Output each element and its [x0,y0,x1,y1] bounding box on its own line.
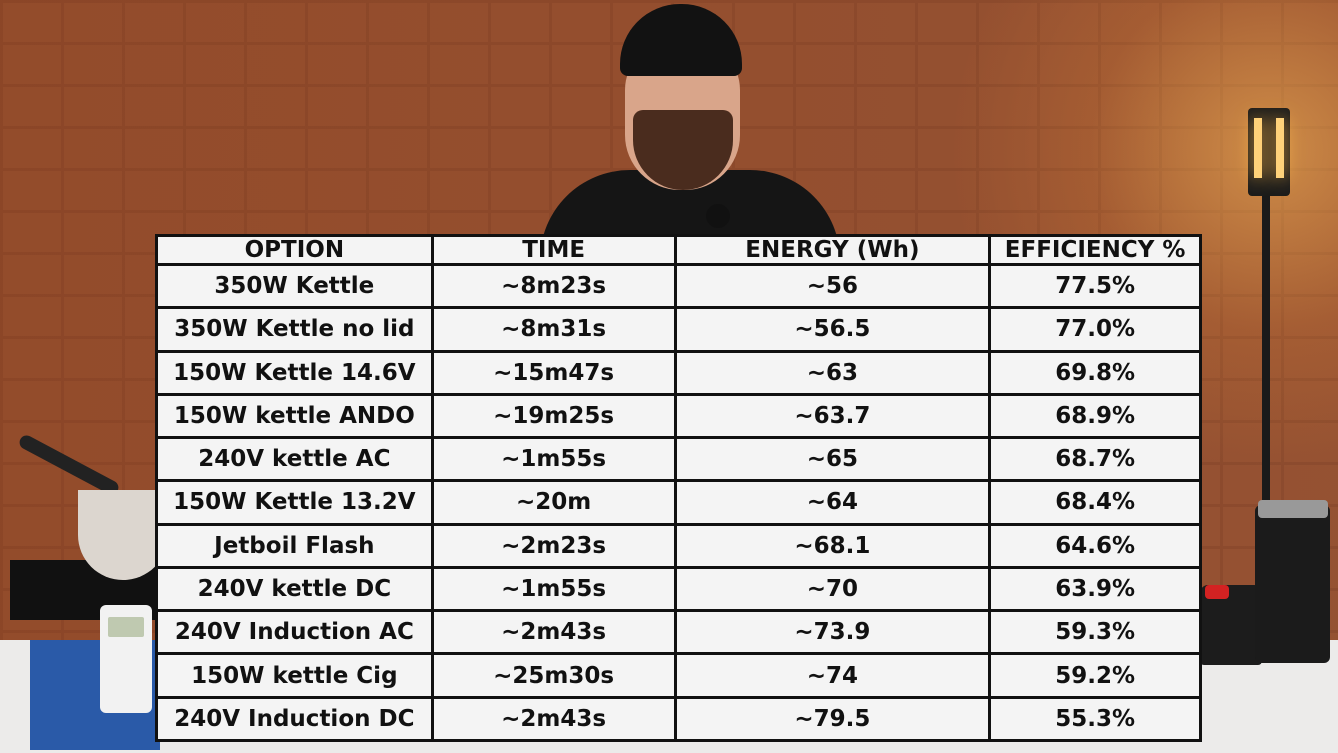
table-row: 240V Induction AC ~2m43s ~73.9 59.3% [158,612,1199,653]
option-cell: 240V Induction AC [158,612,431,653]
table-row: 350W Kettle no lid ~8m31s ~56.5 77.0% [158,309,1199,350]
table-row: 350W Kettle ~8m23s ~56 77.5% [158,266,1199,307]
efficiency-cell: 64.6% [991,525,1199,566]
header-option: OPTION [158,237,431,263]
time-cell: ~2m23s [433,525,674,566]
efficiency-cell: 59.2% [991,655,1199,696]
time-cell: ~2m43s [433,612,674,653]
option-cell: 150W kettle Cig [158,655,431,696]
lapel-microphone [706,204,730,228]
table-row: 150W kettle ANDO ~19m25s ~63.7 68.9% [158,395,1199,437]
efficiency-cell: 68.4% [991,482,1199,523]
efficiency-cell: 68.9% [991,395,1199,437]
results-table: OPTION TIME ENERGY (Wh) EFFICIENCY % 350… [155,234,1202,742]
efficiency-cell: 69.8% [991,352,1199,393]
efficiency-cell: 68.7% [991,439,1199,480]
option-cell: 240V Induction DC [158,698,431,739]
energy-cell: ~56.5 [676,309,989,350]
time-cell: ~8m31s [433,309,674,350]
option-cell: 150W Kettle 13.2V [158,482,431,523]
table-row: 240V Induction DC ~2m43s ~79.5 55.3% [158,698,1199,739]
energy-cell: ~63.7 [676,395,989,437]
efficiency-cell: 77.5% [991,266,1199,307]
efficiency-cell: 59.3% [991,612,1199,653]
table-row: 150W Kettle 13.2V ~20m ~64 68.4% [158,482,1199,523]
energy-cell: ~56 [676,266,989,307]
cooking-pan [78,490,168,580]
time-cell: ~25m30s [433,655,674,696]
table-row: 240V kettle DC ~1m55s ~70 63.9% [158,568,1199,610]
energy-cell: ~65 [676,439,989,480]
option-cell: 150W Kettle 14.6V [158,352,431,393]
option-cell: 240V kettle DC [158,568,431,610]
energy-cell: ~79.5 [676,698,989,739]
time-cell: ~1m55s [433,568,674,610]
presenter-beard [633,110,733,190]
time-cell: ~20m [433,482,674,523]
gas-canister-cap [1205,585,1229,599]
table-row: Jetboil Flash ~2m23s ~68.1 64.6% [158,525,1199,566]
energy-cell: ~68.1 [676,525,989,566]
results-table-container: OPTION TIME ENERGY (Wh) EFFICIENCY % 350… [155,234,1202,742]
table-row: 150W Kettle 14.6V ~15m47s ~63 69.8% [158,352,1199,393]
table-row: 240V kettle AC ~1m55s ~65 68.7% [158,439,1199,480]
efficiency-cell: 63.9% [991,568,1199,610]
tumbler-lid [1258,500,1328,518]
header-efficiency: EFFICIENCY % [991,237,1199,263]
tumbler-cup [1255,505,1330,663]
time-cell: ~1m55s [433,439,674,480]
lamp-pole [1262,190,1270,570]
header-time: TIME [433,237,674,263]
option-cell: Jetboil Flash [158,525,431,566]
option-cell: 350W Kettle [158,266,431,307]
option-cell: 150W kettle ANDO [158,395,431,437]
header-energy: ENERGY (Wh) [676,237,989,263]
energy-cell: ~70 [676,568,989,610]
efficiency-cell: 77.0% [991,309,1199,350]
time-cell: ~8m23s [433,266,674,307]
energy-cell: ~64 [676,482,989,523]
power-meter [100,605,152,713]
table-header-row: OPTION TIME ENERGY (Wh) EFFICIENCY % [158,237,1199,263]
time-cell: ~15m47s [433,352,674,393]
power-meter-screen [108,617,144,637]
energy-cell: ~73.9 [676,612,989,653]
energy-cell: ~74 [676,655,989,696]
option-cell: 240V kettle AC [158,439,431,480]
time-cell: ~19m25s [433,395,674,437]
table-row: 150W kettle Cig ~25m30s ~74 59.2% [158,655,1199,696]
time-cell: ~2m43s [433,698,674,739]
lamp-light [1248,108,1290,196]
energy-cell: ~63 [676,352,989,393]
efficiency-cell: 55.3% [991,698,1199,739]
option-cell: 350W Kettle no lid [158,309,431,350]
